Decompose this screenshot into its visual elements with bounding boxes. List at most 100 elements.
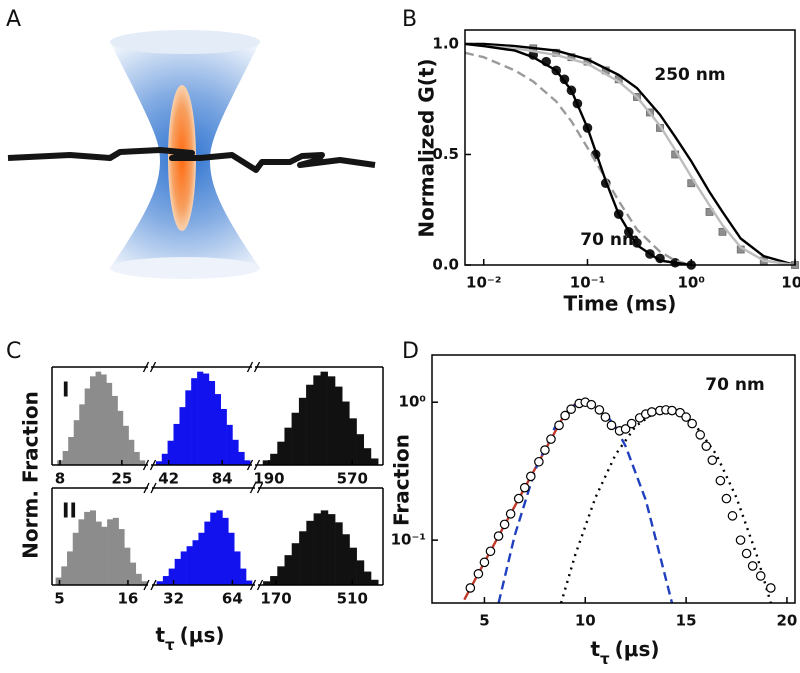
histogram-bar: [155, 461, 163, 465]
panel-label: B: [402, 7, 417, 32]
fit-line: [464, 51, 692, 267]
x-tick-label: 20: [776, 612, 797, 630]
histogram-bar: [277, 566, 285, 585]
data-point: [606, 420, 617, 431]
x-axis-label: tτ (μs): [155, 623, 224, 654]
axis-break: [246, 459, 254, 471]
data-point: [667, 405, 677, 416]
histogram-bar: [204, 521, 211, 585]
fit-line: [464, 42, 796, 267]
histogram-bar: [327, 514, 336, 585]
histogram-bar: [161, 453, 168, 465]
x-tick-label: 42: [158, 470, 179, 488]
histogram-bar: [220, 409, 227, 465]
histogram-bar: [106, 382, 113, 465]
histogram-bar: [363, 571, 372, 585]
axis-break: [149, 361, 157, 373]
axis-break: [249, 482, 257, 494]
data-point: [715, 475, 726, 486]
x-tick-label: 64: [222, 590, 243, 608]
axis-break: [143, 482, 150, 494]
histogram-bar: [263, 581, 271, 585]
annotation: 70 nm: [580, 230, 639, 250]
histogram-bar: [118, 529, 125, 585]
histogram-bar: [180, 551, 187, 585]
histogram-bar: [156, 581, 164, 585]
beam-top: [110, 30, 260, 54]
histogram-bar: [78, 519, 85, 585]
histogram-bar: [371, 579, 379, 585]
x-tick-label: 10⁻²: [466, 274, 501, 292]
histogram-bar: [107, 519, 114, 585]
axis-break: [150, 482, 157, 494]
data-point: [513, 493, 524, 504]
plot-frame: [431, 354, 796, 604]
data-point: [473, 568, 484, 579]
y-axis-label: Fraction: [390, 434, 414, 526]
histogram-bar: [168, 568, 175, 585]
histogram-bar: [320, 510, 329, 585]
histogram-bar: [111, 395, 118, 465]
histogram-bar: [95, 521, 102, 585]
data-point: [586, 399, 597, 410]
annotation: 70 nm: [705, 375, 764, 395]
histogram-bar: [277, 441, 285, 465]
histogram-bar: [320, 371, 328, 465]
axis-break: [253, 459, 261, 471]
histogram-bar: [72, 532, 79, 585]
histogram-bar: [101, 526, 108, 585]
histogram-bar: [208, 381, 216, 465]
histogram-bar: [179, 407, 186, 465]
histogram-bar: [55, 577, 62, 585]
histogram-bar: [214, 394, 222, 465]
y-axis-label: Normalized G(t): [415, 58, 439, 237]
x-axis-label-unit: (μs): [615, 637, 660, 661]
histogram-bar: [210, 512, 217, 585]
data-point: [465, 583, 476, 593]
histogram-bar: [240, 568, 247, 585]
data-point: [519, 482, 530, 493]
data-point: [681, 412, 691, 422]
histogram-bar: [284, 427, 292, 465]
histogram-bar: [234, 551, 241, 585]
x-axis-label-unit: (μs): [180, 623, 225, 647]
data-point: [718, 227, 727, 236]
histogram-bar: [173, 423, 180, 465]
x-axis-label-sub: τ: [600, 650, 610, 668]
fit-line: [559, 408, 772, 604]
data-point: [620, 424, 631, 434]
x-axis-label: Time (ms): [564, 292, 677, 316]
axis-break: [249, 579, 257, 591]
histogram-bar: [291, 543, 300, 585]
histogram-bar: [222, 517, 229, 585]
x-tick-label: 10⁻¹: [570, 274, 605, 292]
y-tick-label: 10⁰: [399, 393, 426, 411]
histogram-bar: [139, 460, 146, 465]
y-tick-label: 0.5: [432, 145, 459, 163]
data-point: [540, 445, 550, 455]
histogram-bar: [134, 451, 140, 465]
x-tick-label: 190: [253, 470, 284, 488]
fit-line: [464, 42, 692, 267]
histogram-bar: [89, 510, 97, 585]
data-point: [727, 511, 738, 521]
data-point: [735, 535, 746, 545]
histogram-bar: [356, 434, 365, 465]
histogram-bar: [68, 437, 75, 465]
panel-label: C: [6, 339, 21, 364]
x-tick-label: 570: [337, 470, 368, 488]
data-point: [755, 571, 766, 581]
data-point: [600, 412, 611, 422]
histogram-bar: [226, 424, 233, 465]
y-tick-label: 0.0: [432, 256, 459, 274]
data-point: [479, 557, 490, 568]
histogram-bar: [191, 378, 198, 465]
histogram-bar: [167, 440, 174, 465]
dna-strand: [7, 147, 376, 173]
axis-break: [149, 459, 157, 471]
axis-break: [256, 579, 264, 591]
panel-label: D: [402, 339, 419, 364]
data-point: [707, 455, 718, 465]
data-point: [721, 493, 732, 504]
x-tick-label: 16: [118, 590, 139, 608]
